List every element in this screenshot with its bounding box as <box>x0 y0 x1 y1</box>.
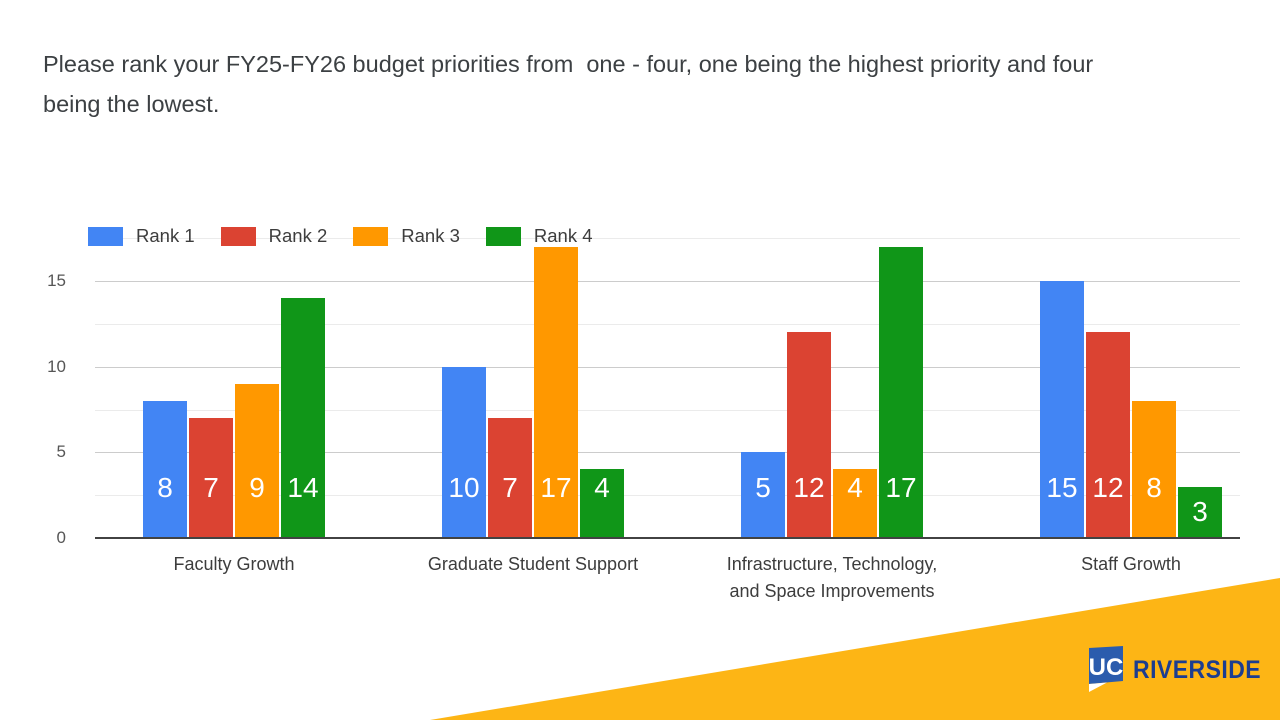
bar-value-label: 7 <box>203 472 219 503</box>
gridline <box>95 495 1240 497</box>
x-axis-category-label: Staff Growth <box>1081 554 1181 574</box>
legend-item: Rank 3 <box>353 225 460 247</box>
legend-swatch <box>353 226 389 246</box>
bar-value-label: 4 <box>847 472 863 503</box>
bar-value-label: 17 <box>540 472 572 503</box>
gridline <box>95 409 1240 411</box>
gridline <box>95 323 1240 325</box>
bar-value-label: 12 <box>1092 472 1124 503</box>
legend-swatch <box>485 226 521 246</box>
bar <box>1086 332 1130 538</box>
bar-value-label: 8 <box>1146 472 1162 503</box>
bar-value-label: 17 <box>885 472 917 503</box>
legend-label: Rank 1 <box>136 225 195 246</box>
svg-text:UC: UC <box>1089 654 1124 681</box>
legend-item: Rank 4 <box>485 225 593 247</box>
y-axis-tick-label: 0 <box>56 528 66 547</box>
legend-label: Rank 3 <box>401 225 460 246</box>
y-axis-tick-label: 5 <box>56 442 66 462</box>
x-axis-category-label: Infrastructure, Technology, and Space Im… <box>726 554 938 601</box>
bar <box>833 469 877 538</box>
bar-value-label: 3 <box>1192 496 1208 528</box>
gridline <box>95 452 1240 454</box>
x-axis-line <box>95 537 1240 539</box>
bar <box>1178 486 1222 538</box>
gridline <box>95 238 1240 240</box>
bar <box>1132 400 1176 538</box>
bar <box>189 418 233 538</box>
uc-shield-icon: UC <box>1089 646 1124 692</box>
bar <box>787 332 831 538</box>
legend-swatch <box>88 226 123 246</box>
bar-value-label: 9 <box>249 472 265 503</box>
bar-value-label: 14 <box>287 472 319 503</box>
x-axis-category-label: Graduate Student Support <box>427 554 639 574</box>
bar <box>488 418 532 538</box>
bar-value-label: 10 <box>448 472 480 503</box>
riverside-wordmark: RIVERSIDE <box>1133 655 1262 684</box>
bar <box>442 366 486 538</box>
bar <box>741 452 785 538</box>
bar-value-label: 15 <box>1046 472 1078 503</box>
legend-swatch <box>220 226 256 246</box>
bar-value-label: 12 <box>793 472 825 503</box>
bar-value-label: 4 <box>594 472 610 503</box>
gridline <box>95 281 1240 282</box>
bar <box>580 469 624 538</box>
chart-legend: Rank 1 Rank 2 Rank 3 Rank 4 <box>88 225 593 247</box>
bar <box>143 400 187 538</box>
legend-label: Rank 4 <box>533 225 593 246</box>
bar <box>235 383 279 538</box>
y-axis-tick-label: 10 <box>47 356 66 376</box>
bar <box>1040 281 1084 538</box>
legend-label: Rank 2 <box>268 225 328 246</box>
bar <box>534 246 578 538</box>
x-axis-category-label: Faculty Growth <box>173 554 295 574</box>
bar <box>281 298 325 538</box>
legend-item: Rank 2 <box>220 225 328 247</box>
legend-item: Rank 1 <box>88 225 195 247</box>
slide-title: Please rank your FY25-FY26 budget priori… <box>43 51 1094 117</box>
bar-value-label: 7 <box>502 472 518 503</box>
gridline <box>95 366 1240 368</box>
bar <box>879 246 923 538</box>
bar-value-label: 8 <box>157 472 173 503</box>
ucr-logo: UC RIVERSIDE <box>1086 644 1272 696</box>
bar-value-label: 5 <box>755 472 771 503</box>
y-axis-tick-label: 15 <box>47 271 66 290</box>
